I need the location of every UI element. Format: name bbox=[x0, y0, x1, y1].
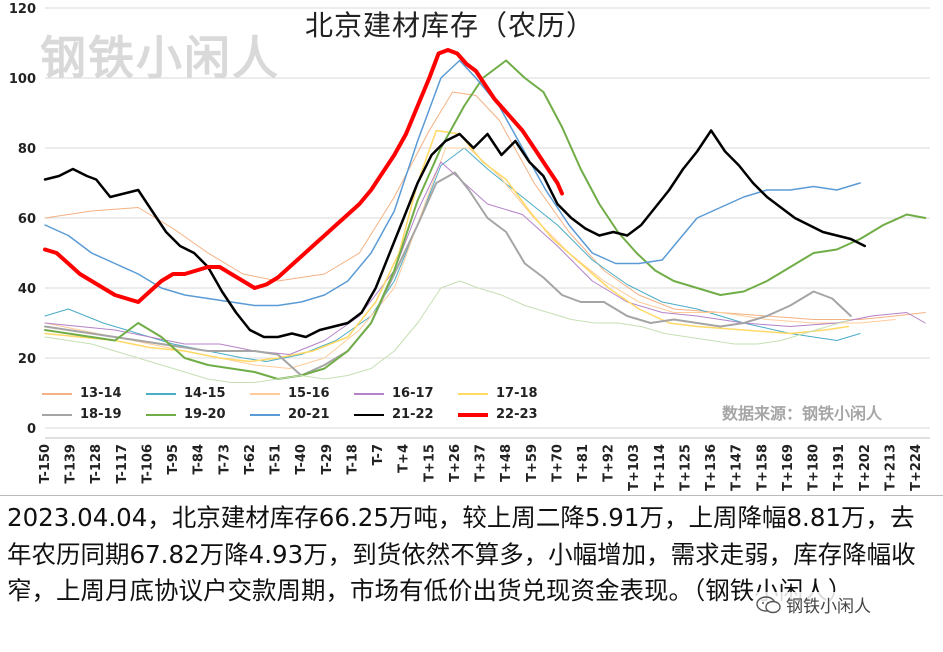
series-line-20-21 bbox=[44, 59, 861, 307]
legend-swatch bbox=[354, 413, 384, 416]
source-label: 数据来源：钢铁小闲人 bbox=[722, 404, 883, 423]
x-tick-label: T-95 bbox=[166, 444, 181, 474]
line-chart: 0 20 40 60 80 100 120 T-150 T-139 T-128 T-117 T-106… bbox=[9, 2, 930, 491]
y-tick-label: 80 bbox=[18, 142, 36, 157]
legend-label: 21-22 bbox=[392, 407, 434, 422]
legend-swatch bbox=[42, 413, 72, 416]
series-line-16-17 bbox=[44, 161, 926, 355]
series-line-17-18 bbox=[44, 129, 850, 363]
x-tick-label: T+180 bbox=[807, 444, 822, 491]
x-tick-label: T+70 bbox=[550, 444, 565, 482]
x-tick-label: T-29 bbox=[320, 444, 335, 474]
legend-label: 18-19 bbox=[80, 407, 122, 422]
legend-swatch bbox=[354, 392, 384, 395]
x-tick-label: T+26 bbox=[448, 444, 463, 482]
legend-item-21-22: 21-22 bbox=[354, 407, 458, 422]
x-tick-label: T-117 bbox=[115, 444, 130, 484]
x-tick-label: T+158 bbox=[755, 444, 770, 491]
legend-item-22-23: 22-23 bbox=[458, 407, 562, 422]
x-tick-label: T+103 bbox=[627, 444, 642, 491]
x-tick-label: T+191 bbox=[832, 444, 847, 491]
x-tick-label: T-106 bbox=[140, 444, 155, 484]
caption-text: 2023.04.04，北京建材库存66.25万吨，较上周二降5.91万，上周降幅… bbox=[7, 503, 916, 605]
legend-label: 14-15 bbox=[184, 386, 226, 401]
wechat-icon bbox=[756, 595, 781, 613]
caption-panel: 2023.04.04，北京建材库存66.25万吨，较上周二降5.91万，上周降幅… bbox=[0, 495, 943, 652]
x-tick-label: T-51 bbox=[269, 444, 284, 474]
series-line-19-20 bbox=[44, 59, 927, 380]
legend-item-13-14: 13-14 bbox=[42, 386, 146, 401]
x-tick-label: T-18 bbox=[345, 444, 360, 474]
x-tick-label: T+59 bbox=[525, 444, 540, 482]
y-tick-label: 40 bbox=[18, 282, 36, 297]
legend-item-16-17: 16-17 bbox=[354, 386, 458, 401]
legend-item-18-19: 18-19 bbox=[42, 407, 146, 422]
y-tick-label: 60 bbox=[18, 212, 36, 227]
x-tick-label: T+213 bbox=[883, 444, 898, 491]
x-tick-label: T+37 bbox=[474, 444, 489, 482]
x-tick-label: T-7 bbox=[371, 444, 386, 465]
y-tick-label: 120 bbox=[9, 2, 36, 17]
legend-swatch bbox=[146, 413, 176, 416]
x-tick-label: T+15 bbox=[422, 444, 437, 482]
legend-swatch bbox=[250, 392, 280, 395]
series-line-19-20b bbox=[44, 280, 852, 383]
legend-item-15-16: 15-16 bbox=[250, 386, 354, 401]
x-tick-label: T+136 bbox=[704, 444, 719, 491]
series-line-13-14 bbox=[44, 91, 926, 320]
series-line-21-22 bbox=[43, 129, 867, 339]
legend-item-14-15: 14-15 bbox=[146, 386, 250, 401]
legend: 13-14 14-15 15-16 16-17 17-18 18-19 19-20 20-21… bbox=[42, 386, 562, 422]
legend-swatch bbox=[458, 392, 488, 395]
x-tick-label: T+4 bbox=[397, 444, 412, 473]
chart-panel: 0 20 40 60 80 100 120 T-150 T-139 T-128 T-117 T-106… bbox=[9, 2, 930, 491]
legend-label: 16-17 bbox=[392, 386, 434, 401]
x-tick-label: T-62 bbox=[243, 444, 258, 474]
legend-item-17-18: 17-18 bbox=[458, 386, 562, 401]
x-tick-label: T+125 bbox=[678, 444, 693, 491]
legend-swatch bbox=[146, 392, 176, 395]
chart-title: 北京建材库存（农历） bbox=[304, 9, 595, 42]
x-tick-label: T+224 bbox=[909, 444, 924, 491]
series-line-15-16 bbox=[44, 147, 896, 369]
legend-swatch bbox=[42, 392, 72, 395]
y-tick-label: 100 bbox=[9, 72, 36, 87]
x-tick-label: T-40 bbox=[294, 444, 309, 474]
series-line-14-15 bbox=[44, 147, 861, 362]
y-tick-label: 20 bbox=[18, 352, 36, 367]
legend-label: 20-21 bbox=[288, 407, 330, 422]
wechat-label: 钢铁小闲人 bbox=[786, 597, 871, 617]
x-tick-label: T-139 bbox=[64, 444, 79, 484]
legend-item-20-21: 20-21 bbox=[250, 407, 354, 422]
x-tick-label: T-84 bbox=[192, 444, 207, 474]
wechat-badge: 钢铁小闲人 bbox=[754, 592, 873, 617]
legend-label: 13-14 bbox=[80, 386, 122, 401]
x-tick-label: T+92 bbox=[602, 444, 617, 482]
x-tick-label: T+114 bbox=[653, 444, 668, 491]
legend-swatch bbox=[458, 412, 488, 417]
series-line-18-19 bbox=[44, 171, 852, 377]
x-tick-label: T+202 bbox=[858, 444, 873, 491]
x-tick-label: T-150 bbox=[38, 444, 53, 484]
legend-item-19-20: 19-20 bbox=[146, 407, 250, 422]
x-tick-label: T-73 bbox=[217, 444, 232, 474]
series-line-22-23 bbox=[43, 48, 564, 304]
y-tick-label: 0 bbox=[27, 422, 36, 437]
legend-label: 22-23 bbox=[496, 407, 538, 422]
x-tick-label: T+48 bbox=[499, 444, 514, 482]
x-tick-label: T-128 bbox=[89, 444, 104, 484]
watermark: 钢铁小闲人 bbox=[40, 31, 280, 85]
x-tick-label: T+81 bbox=[576, 444, 591, 482]
legend-swatch bbox=[250, 413, 280, 416]
legend-label: 17-18 bbox=[496, 386, 538, 401]
legend-label: 15-16 bbox=[288, 386, 330, 401]
x-tick-label: T+147 bbox=[730, 444, 745, 491]
legend-label: 19-20 bbox=[184, 407, 226, 422]
x-tick-label: T+169 bbox=[781, 444, 796, 491]
